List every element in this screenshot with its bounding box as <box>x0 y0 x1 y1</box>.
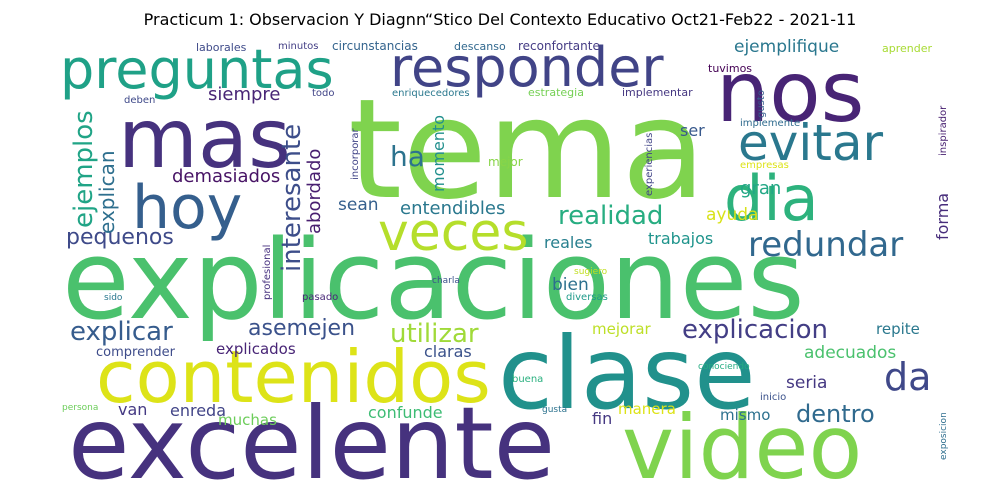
word-video: video <box>622 396 862 499</box>
word-demasiados: demasiados <box>172 166 280 187</box>
word-contenidos: contenidos <box>96 335 491 419</box>
word-estrategia: estrategia <box>528 86 584 99</box>
word-responder: responder <box>390 36 664 99</box>
word-utilizar: utilizar <box>390 319 479 349</box>
word-asemejen: asemejen <box>248 316 355 341</box>
word-ayuda: ayuda <box>706 205 758 225</box>
word-bien: bien <box>552 275 589 295</box>
word-persona: persona <box>62 403 98 413</box>
word-conociendo: conociendo <box>698 362 750 372</box>
word-redundar: redundar <box>748 225 903 265</box>
word-van: van <box>118 400 147 419</box>
word-siempre: siempre <box>208 84 281 105</box>
word-buena: buena <box>512 374 543 385</box>
word-explicaciones: explicaciones <box>62 216 805 344</box>
word-empresas: empresas <box>740 160 789 171</box>
word-dentro: dentro <box>796 400 875 428</box>
word-charla: charla <box>432 276 460 286</box>
chart-title: Practicum 1: Observacion Y Diagnn“Stico … <box>143 10 857 29</box>
word-hoy: hoy <box>132 173 242 243</box>
word-manera: manera <box>618 400 676 418</box>
word-confunde: confunde <box>368 403 443 422</box>
word-clase: clase <box>498 315 756 432</box>
word-pequenos: pequenos <box>66 225 174 250</box>
word-minutos: minutos <box>278 41 318 52</box>
word-aprender: aprender <box>882 42 932 55</box>
word-sugiero: sugiero <box>574 267 608 277</box>
word-mas: mas <box>118 92 291 187</box>
word-mejor: mejor <box>488 155 523 169</box>
word-seria: seria <box>786 373 827 393</box>
word-sean: sean <box>338 195 379 215</box>
word-mejorar: mejorar <box>592 320 652 338</box>
word-nos: nos <box>716 43 864 141</box>
word-implemente: implemente <box>740 118 800 129</box>
word-explicados: explicados <box>216 340 296 358</box>
word-repite: repite <box>876 320 920 338</box>
word-reconfortante: reconfortante <box>518 39 600 53</box>
word-momento: momento <box>429 115 448 192</box>
word-ha: ha <box>390 140 425 173</box>
word-veces: veces <box>378 203 528 263</box>
word-explicar: explicar <box>70 317 173 347</box>
word-forma: forma <box>933 193 952 240</box>
word-ser: ser <box>680 121 705 140</box>
word-abordado: abordado <box>304 149 325 234</box>
word-tema: tema <box>348 69 706 230</box>
word-explican: explican <box>95 150 119 234</box>
word-inicio: inicio <box>760 392 786 403</box>
word-laborales: laborales <box>196 41 247 54</box>
word-circunstancias: circunstancias <box>332 39 418 53</box>
word-adecuados: adecuados <box>804 343 896 363</box>
word-diversas: diversas <box>566 292 608 303</box>
word-sido: sido <box>104 293 123 303</box>
word-experiencias: experiencias <box>644 133 655 196</box>
word-ejemplos: ejemplos <box>69 110 99 228</box>
word-todo: todo <box>312 88 335 99</box>
word-comprender: comprender <box>96 345 176 360</box>
word-incorporar: incorporar <box>350 127 361 180</box>
word-gusto: gusto <box>756 90 767 118</box>
word-implementar: implementar <box>622 86 693 99</box>
word-fin: fin <box>592 409 612 428</box>
word-exposicion: exposicion <box>939 412 949 460</box>
word-reales: reales <box>544 233 593 252</box>
word-preguntas: preguntas <box>60 38 334 101</box>
word-muchas: muchas <box>218 411 277 429</box>
word-ejemplifique: ejemplifique <box>734 37 839 57</box>
word-enriquecedores: enriquecedores <box>392 88 470 99</box>
word-evitar: evitar <box>738 114 883 172</box>
word-tuvimos: tuvimos <box>708 62 752 75</box>
word-profesional: profesional <box>262 245 273 300</box>
word-dia: dia <box>724 162 819 235</box>
word-gusta: gusta <box>542 405 567 415</box>
word-entendibles: entendibles <box>400 198 505 219</box>
word-trabajos: trabajos <box>648 229 713 248</box>
word-enreda: enreda <box>170 401 226 420</box>
word-explicacion: explicacion <box>682 315 828 345</box>
word-inspirador: inspirador <box>938 105 949 156</box>
word-claras: claras <box>424 342 472 361</box>
word-deben: deben <box>124 95 155 106</box>
word-da: da <box>884 355 931 399</box>
word-interesante: interesante <box>277 124 307 272</box>
word-excelente: excelente <box>68 385 555 500</box>
word-realidad: realidad <box>558 201 663 231</box>
word-mismo: mismo <box>720 406 770 424</box>
word-pasado: pasado <box>302 292 338 303</box>
word-descanso: descanso <box>454 40 506 53</box>
word-gran: gran <box>740 178 781 199</box>
